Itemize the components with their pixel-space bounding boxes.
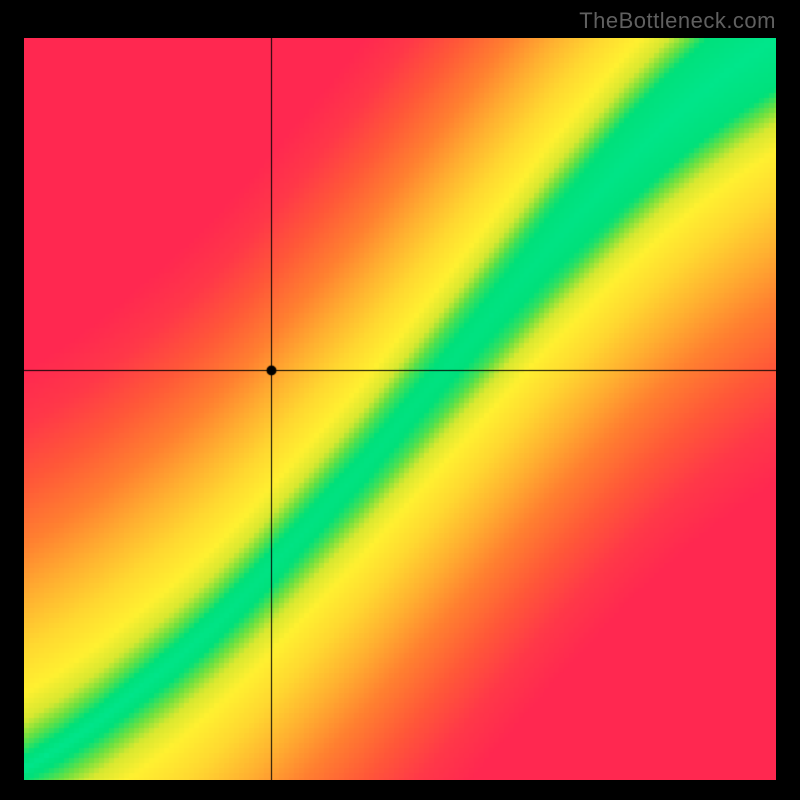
watermark-text: TheBottleneck.com [579,8,776,34]
heatmap-plot [24,38,776,780]
chart-container: TheBottleneck.com [0,0,800,800]
heatmap-canvas [24,38,776,780]
